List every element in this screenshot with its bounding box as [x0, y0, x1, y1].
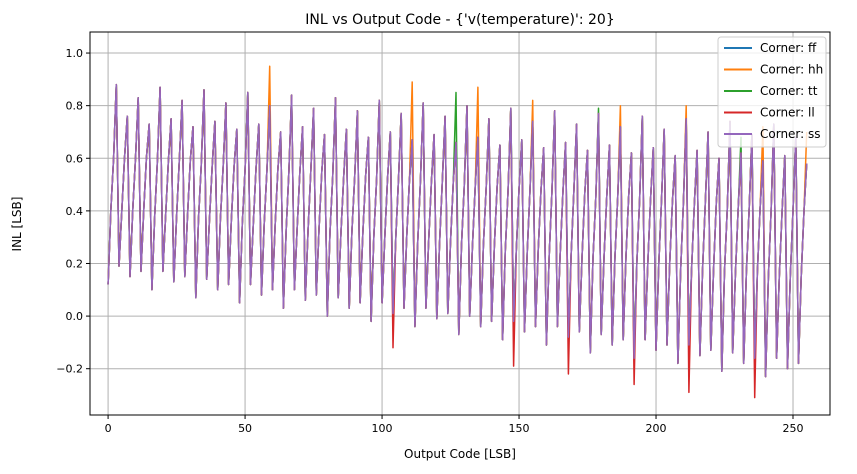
y-tick-label: 0.0: [66, 310, 84, 323]
legend-entry: Corner: ff: [760, 41, 817, 55]
x-axis-label: Output Code [LSB]: [404, 447, 516, 461]
y-axis-label: INL [LSB]: [10, 197, 24, 252]
x-tick-label: 250: [783, 422, 804, 435]
series-line-corner--ss: [107, 83, 808, 378]
y-tick-label: 0.6: [66, 152, 84, 165]
y-tick-label: 1.0: [66, 47, 84, 60]
y-tick-label: 0.8: [66, 100, 84, 113]
legend: Corner: ff Corner: hh Corner: tt Corner: ll…: [717, 36, 827, 148]
legend-entry: Corner: tt: [760, 84, 818, 98]
plot-lines: [107, 65, 808, 399]
x-tick-label: 100: [372, 422, 393, 435]
legend-entry: Corner: ll: [760, 106, 815, 120]
x-tick-label: 50: [238, 422, 252, 435]
legend-box: [717, 36, 827, 148]
chart-title: INL vs Output Code - {'v(temperature)': …: [305, 12, 614, 28]
y-tick-label: 0.2: [66, 257, 84, 270]
plot-frame: [89, 31, 831, 416]
axis-ticks: 0 50 100 150 200 250 −0.2 0.0 0.2 0.4 0.6 0.8 1.0: [56, 47, 803, 435]
y-tick-label: −0.2: [56, 363, 83, 376]
legend-entry: Corner: hh: [760, 63, 823, 77]
x-tick-label: 0: [105, 422, 112, 435]
x-tick-label: 150: [509, 422, 530, 435]
y-tick-label: 0.4: [66, 205, 84, 218]
x-tick-label: 200: [646, 422, 667, 435]
legend-entry: Corner: ss: [760, 127, 821, 141]
